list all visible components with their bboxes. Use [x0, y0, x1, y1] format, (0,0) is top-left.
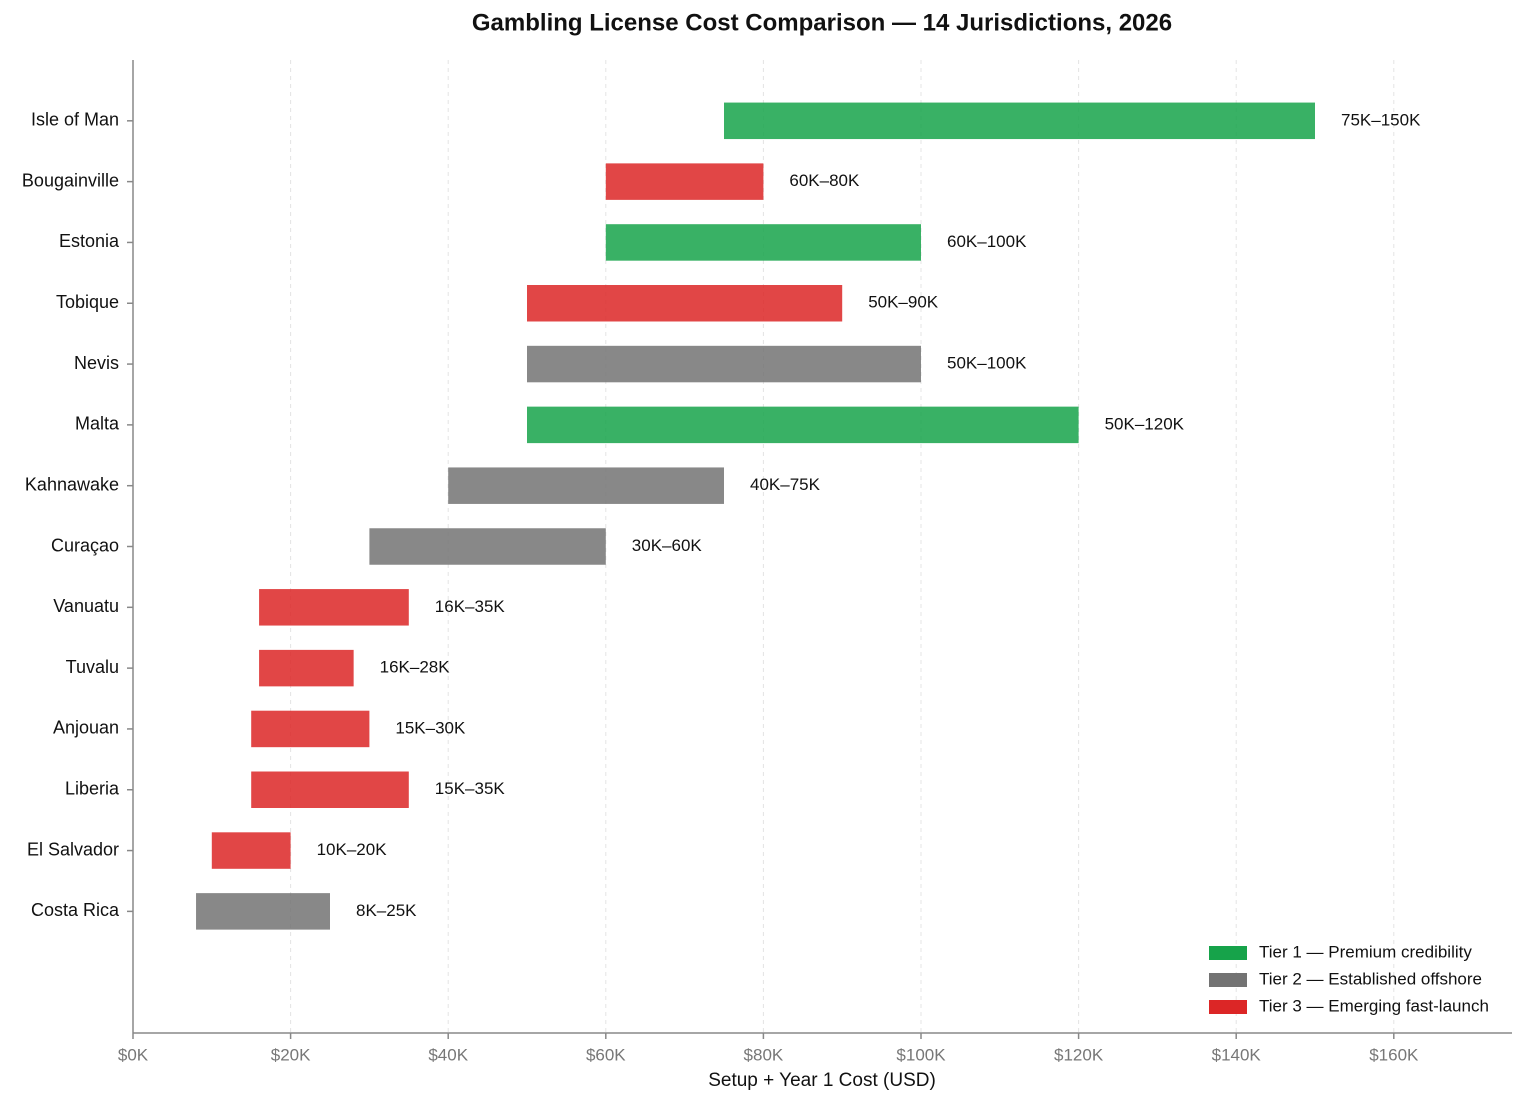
x-tick-label: $40K	[428, 1045, 468, 1064]
chart-title: Gambling License Cost Comparison — 14 Ju…	[472, 9, 1172, 36]
bar	[605, 224, 921, 261]
legend-label: Tier 1 — Premium credibility	[1259, 942, 1472, 961]
bar	[605, 163, 764, 200]
value-label: 50K–120K	[1105, 414, 1185, 433]
legend-swatch	[1209, 946, 1247, 960]
bar	[527, 345, 921, 383]
y-tick-label: Tobique	[56, 292, 119, 312]
y-tick-label: Bougainville	[22, 170, 119, 190]
value-label: 60K–80K	[789, 171, 860, 190]
y-tick-label: Kahnawake	[25, 474, 119, 494]
y-tick-label: Costa Rica	[31, 900, 120, 920]
x-tick-label: $20K	[271, 1045, 311, 1064]
bar	[251, 710, 370, 748]
bar	[259, 589, 409, 626]
value-label: 16K–35K	[435, 597, 506, 616]
bar	[196, 893, 330, 930]
x-tick-label: $100K	[896, 1045, 946, 1064]
y-tick-label: Nevis	[74, 353, 119, 373]
bar	[251, 771, 409, 808]
value-label: 16K–28K	[380, 658, 451, 677]
legend-swatch	[1209, 1000, 1247, 1014]
x-tick-label: $140K	[1212, 1045, 1262, 1064]
legend-label: Tier 3 — Emerging fast-launch	[1259, 996, 1489, 1015]
bar	[527, 406, 1079, 444]
x-tick-label: $80K	[744, 1045, 784, 1064]
y-tick-label: Curaçao	[51, 535, 119, 555]
bar	[259, 649, 354, 687]
x-axis-label: Setup + Year 1 Cost (USD)	[708, 1070, 936, 1091]
value-label: 75K–150K	[1341, 110, 1421, 129]
bar	[724, 102, 1315, 140]
bar	[211, 832, 291, 869]
bar	[527, 285, 843, 322]
legend-label: Tier 2 — Established offshore	[1259, 969, 1482, 988]
x-tick-label: $160K	[1369, 1045, 1419, 1064]
value-label: 15K–35K	[435, 779, 506, 798]
value-label: 10K–20K	[317, 840, 388, 859]
y-tick-label: Vanuatu	[53, 596, 119, 616]
y-tick-label: El Salvador	[27, 839, 119, 859]
value-label: 40K–75K	[750, 475, 821, 494]
y-tick-label: Anjouan	[53, 718, 119, 738]
value-label: 50K–90K	[868, 293, 939, 312]
value-label: 50K–100K	[947, 354, 1027, 373]
bar	[369, 528, 606, 565]
bar	[448, 467, 724, 504]
x-tick-label: $0K	[118, 1045, 149, 1064]
y-tick-label: Malta	[75, 414, 120, 434]
y-tick-label: Tuvalu	[66, 657, 119, 677]
legend-swatch	[1209, 973, 1247, 987]
x-tick-label: $120K	[1054, 1045, 1104, 1064]
y-tick-label: Estonia	[59, 231, 120, 251]
y-tick-label: Liberia	[65, 779, 120, 799]
value-label: 8K–25K	[356, 901, 417, 920]
value-label: 30K–60K	[632, 536, 703, 555]
y-tick-label: Isle of Man	[31, 110, 119, 130]
x-tick-label: $60K	[586, 1045, 626, 1064]
value-label: 60K–100K	[947, 232, 1027, 251]
value-label: 15K–30K	[395, 718, 466, 737]
